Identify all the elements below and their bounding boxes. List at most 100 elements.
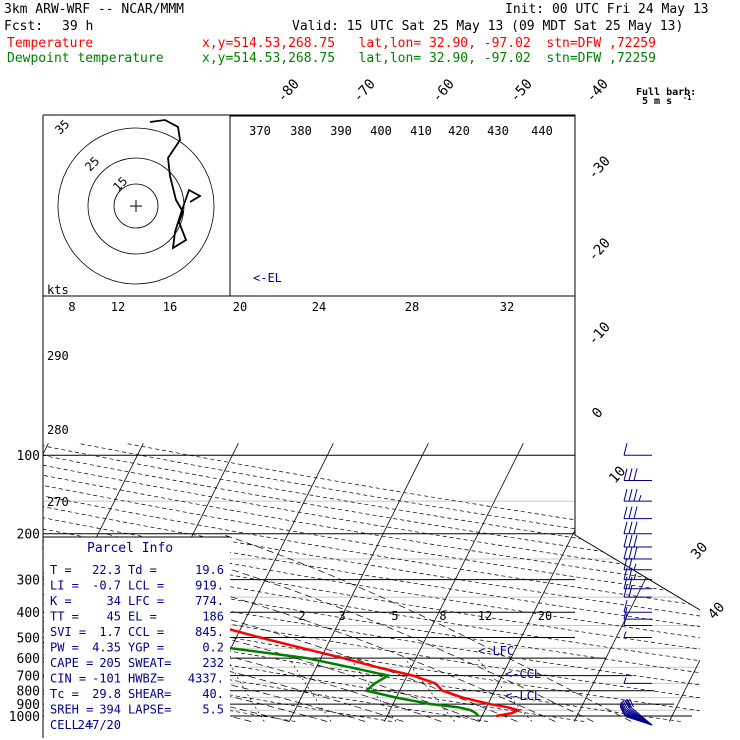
wind-barb: [623, 600, 652, 613]
dry-adiabat-label: 290: [47, 349, 69, 363]
wind-barb-feather: [621, 701, 627, 710]
dry-adiabat: [43, 442, 700, 722]
parcel-info-cell: LFC =: [128, 594, 164, 608]
parcel-info-cell: 40.: [202, 687, 224, 701]
parcel-info-cell: 4.35: [92, 641, 121, 655]
valid-time: Valid: 15 UTC Sat 25 May 13 (09 MDT Sat …: [292, 19, 684, 34]
pressure-label: 100: [17, 449, 40, 464]
wind-barb-feather: [628, 557, 633, 570]
hodograph-ring-label: 25: [82, 154, 102, 174]
isotherm-line: [573, 443, 700, 722]
parcel-info-cell: 1.7: [99, 625, 121, 639]
parcel-info-cell: 5.5: [202, 703, 224, 717]
dry-adiabat: [43, 442, 489, 722]
theta-e-label: 390: [330, 124, 352, 138]
dry-adiabat-label: 270: [47, 495, 69, 509]
parcel-info-cell: K =: [50, 594, 72, 608]
wind-barb-feather: [623, 468, 628, 481]
hodograph-ring-label: 15: [110, 174, 130, 194]
theta-e-label: 380: [290, 124, 312, 138]
dry-adiabat: [43, 442, 700, 722]
wind-barb-feather: [633, 489, 638, 502]
forecast-label: Fcst:: [4, 19, 44, 34]
parcel-info-cell: EL =: [128, 610, 157, 624]
parcel-info-cell: 0.2: [202, 641, 224, 655]
wind-barb: [623, 489, 652, 502]
parcel-info-cell: TT =: [50, 610, 79, 624]
parcel-info-cell: 845.: [195, 625, 224, 639]
wind-barb-feather: [626, 698, 632, 708]
hodograph-ring-label: 35: [52, 117, 72, 137]
mixing-ratio-label: 5: [391, 609, 398, 623]
mixing-ratio-label: 3: [338, 609, 345, 623]
mixing-ratio-line: [404, 657, 455, 722]
wind-barb-feather: [621, 708, 627, 717]
wind-speed-tick: 20: [233, 300, 247, 314]
isotherm-line: [668, 443, 700, 722]
wind-speed-tick: 28: [405, 300, 419, 314]
wind-barb-feather: [633, 506, 638, 519]
wind-barb-feather: [628, 521, 633, 534]
wind-barb-feather: [623, 506, 628, 519]
mixing-ratio-label: 20: [538, 609, 552, 623]
parcel-info-cell: 22.3: [92, 563, 121, 577]
wind-barb: [623, 521, 652, 535]
wind-barb: [623, 584, 652, 598]
wind-speed-tick: 16: [163, 300, 177, 314]
parcel-info-cell: CELL =: [50, 718, 93, 732]
model-title: 3km ARW-WRF -- NCAR/MMM: [4, 2, 185, 17]
dewpoint-legend: Dewpoint temperature: [7, 51, 164, 66]
theta-e-label: 410: [410, 124, 432, 138]
isotherm-label: -20: [585, 235, 614, 265]
mixing-ratio-label: 8: [439, 609, 446, 623]
dry-adiabat: [43, 442, 681, 722]
wind-barb-half-feather: [623, 631, 627, 638]
parcel-info-cell: 19.6: [195, 563, 224, 577]
wind-barb-half-feather: [633, 573, 637, 580]
isotherm-label: -40: [583, 76, 612, 106]
parcel-info-cell: -101: [92, 672, 121, 686]
parcel-info-cell: Td =: [128, 563, 157, 577]
hodograph-trace: [149, 119, 202, 250]
isotherm-line: [288, 443, 429, 722]
pressure-label: 200: [17, 528, 40, 543]
wind-barb-feather: [633, 521, 638, 534]
dry-adiabat: [43, 442, 700, 722]
pressure-label: 700: [17, 670, 40, 685]
level-annotation: <-LFC: [478, 644, 514, 658]
wind-barb-feather: [623, 534, 628, 548]
wind-barb-feather: [623, 443, 628, 456]
isotherm-label: -30: [585, 153, 614, 183]
isotherm-label: -60: [429, 76, 458, 106]
wind-barb-feather: [628, 576, 633, 589]
barb-key-value: 5 m s: [642, 96, 672, 107]
parcel-info-cell: CCL =: [128, 625, 164, 639]
dry-adiabat: [43, 442, 700, 722]
wind-barb-feather: [620, 702, 626, 711]
isotherm-line: [383, 443, 524, 722]
wind-barb-feather: [623, 521, 628, 534]
wind-barb-feather: [623, 546, 628, 560]
wind-speed-tick: 8: [68, 300, 75, 314]
wind-barb-feather: [628, 584, 633, 598]
hodograph-ring: [113, 183, 159, 229]
wind-barb-feather: [628, 534, 633, 548]
pressure-label: 400: [17, 606, 40, 621]
wind-speed-tick: 32: [500, 300, 514, 314]
wind-speed-tick: 24: [312, 300, 326, 314]
dry-adiabat-label: 280: [47, 423, 69, 437]
wind-barb-feather: [629, 698, 635, 708]
wind-barb-half-feather: [633, 563, 637, 570]
wind-barb-feather: [619, 703, 625, 712]
dewpoint-location: x,y=514.53,268.75 lat,lon= 32.90, -97.02…: [202, 51, 656, 66]
parcel-info-cell: 205: [99, 656, 121, 670]
parcel-info-cell: 247/20: [78, 718, 121, 732]
parcel-info-cell: T =: [50, 563, 72, 577]
pressure-label: 300: [17, 574, 40, 589]
wind-barb-feather: [623, 606, 628, 620]
parcel-info-cell: -0.7: [92, 579, 121, 593]
isotherm-label: -80: [274, 76, 303, 106]
parcel-info-cell: SHEAR=: [128, 687, 171, 701]
wind-barb: [623, 506, 652, 520]
